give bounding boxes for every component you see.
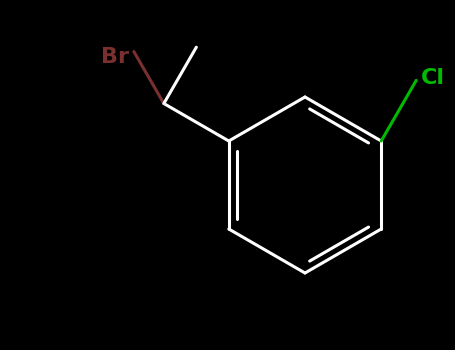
Text: Cl: Cl	[421, 68, 445, 89]
Text: Br: Br	[101, 47, 129, 66]
